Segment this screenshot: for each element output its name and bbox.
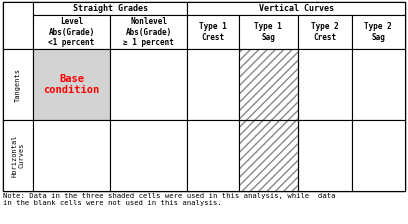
Text: Type 2
Sag: Type 2 Sag [364, 22, 392, 42]
Text: Level
Abs(Grade)
<1 percent: Level Abs(Grade) <1 percent [49, 17, 95, 47]
Bar [33, 120, 110, 191]
Text: Type 2
Crest: Type 2 Crest [311, 22, 339, 42]
Bar [187, 49, 239, 120]
Bar [33, 2, 187, 15]
Bar [187, 120, 239, 191]
Text: Vertical Curves: Vertical Curves [259, 4, 334, 13]
Text: Type 1
Crest: Type 1 Crest [199, 22, 227, 42]
Bar [239, 120, 298, 191]
Bar [352, 120, 405, 191]
Bar [298, 15, 352, 49]
Bar [110, 15, 187, 49]
Bar [239, 15, 298, 49]
Bar [298, 120, 352, 191]
Bar [33, 15, 110, 49]
Bar [239, 49, 298, 120]
Bar [352, 49, 405, 120]
Bar [239, 49, 298, 120]
Text: Note: Data in the three shaded cells were used in this analysis, while  data
in : Note: Data in the three shaded cells wer… [3, 193, 335, 206]
Bar [298, 49, 352, 120]
Bar [239, 49, 298, 120]
Bar [3, 2, 33, 49]
Bar [3, 120, 33, 191]
Text: Straight Grades: Straight Grades [73, 4, 148, 13]
Text: Horizontal
Curves: Horizontal Curves [11, 134, 24, 177]
Bar [110, 120, 187, 191]
Text: Base
condition: Base condition [43, 74, 100, 95]
Bar [3, 2, 405, 191]
Bar [239, 120, 298, 191]
Bar [187, 15, 239, 49]
Bar [3, 49, 33, 120]
Text: Tangents: Tangents [15, 67, 21, 101]
Bar [187, 2, 405, 15]
Bar [33, 49, 110, 120]
Bar [352, 15, 405, 49]
Bar [110, 49, 187, 120]
Bar [239, 120, 298, 191]
Text: Type 1
Sag: Type 1 Sag [255, 22, 282, 42]
Text: Nonlevel
Abs(Grade)
≥ 1 percent: Nonlevel Abs(Grade) ≥ 1 percent [123, 17, 174, 47]
